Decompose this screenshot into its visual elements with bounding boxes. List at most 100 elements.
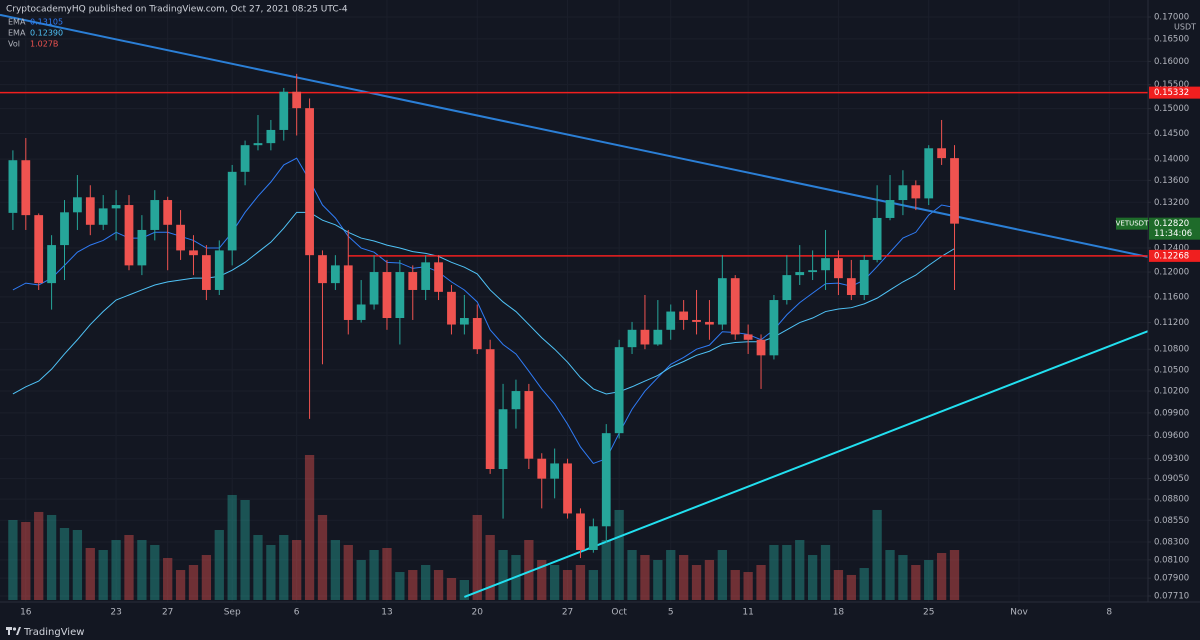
volume-bar [859,568,869,600]
candle-body [292,91,302,109]
candle-body [498,409,508,470]
x-tick-label: 5 [668,608,674,618]
candle-body [279,91,289,130]
symbol-label-box [1116,217,1148,230]
legend-name: Vol [8,40,20,49]
candle-body [898,185,908,201]
candle-body [240,145,250,172]
y-tick-label: 0.07900 [1154,574,1189,584]
volume-bar [756,564,766,600]
x-tick-label: 27 [162,608,173,618]
volume-bar [72,529,83,600]
volume-bar [46,514,57,600]
x-tick-label: Sep [224,608,241,618]
candle-body [782,275,792,301]
volume-bar [59,527,70,600]
volume-bar [446,577,457,600]
volume-bar [640,555,650,600]
x-tick-label: 6 [294,608,300,618]
x-tick-label: Nov [1010,608,1028,618]
volume-bar [279,534,289,600]
volume-bar [266,544,276,600]
candle-body [73,197,82,213]
y-tick-label: 0.09050 [1154,474,1189,484]
y-tick-label: 0.09300 [1154,454,1189,464]
candle-body [408,272,418,290]
volume-bar [240,499,250,600]
volume-bar [575,564,586,600]
level-label-box [1149,249,1200,262]
volume-bar [369,549,379,600]
candle-body [627,329,637,348]
volume-bar [227,494,237,600]
candle-body [214,250,224,290]
footer-logo [6,627,21,635]
candle-body [872,217,882,260]
logo-part [8,627,10,635]
volume-bar [795,540,805,600]
volume-bar [691,564,702,600]
y-tick-label: 0.17000 [1154,13,1189,23]
candle-body [176,224,185,251]
candle-body [601,433,611,527]
volume-bar [846,574,856,600]
volume-bar [421,564,431,600]
volume-bar [949,549,960,600]
legend-name: EMA [8,29,26,38]
y-tick-label: 0.10500 [1154,365,1189,375]
candle-body [330,265,340,284]
y-tick-label: 0.09600 [1154,431,1189,441]
x-tick-label: 23 [110,608,121,618]
candle-body [227,171,237,251]
volume-bar [550,564,560,600]
volume-bar [666,549,676,600]
candle-body [653,329,663,345]
y-tick-label: 0.13200 [1154,198,1189,208]
volume-bar [743,572,753,600]
volume-bar [936,553,947,600]
candle-body [485,349,495,470]
x-tick-label: 8 [1106,608,1112,618]
y-tick-label: 0.14000 [1154,155,1189,165]
level-label: 0.12268 [1154,251,1189,261]
volume-bar [201,555,212,600]
volume-bar [537,559,547,600]
volume-bar [924,559,934,600]
y-tick-label: 0.11600 [1154,292,1189,302]
candle-body [846,278,856,295]
candle-body [85,197,95,225]
candle-body [576,513,585,550]
volume-bar [85,547,95,600]
volume-bar [885,549,895,600]
candle-body [253,143,263,146]
price-unit: USDT [1174,23,1196,32]
candle-body [369,272,379,305]
trendline [463,330,1148,598]
candle-body [472,318,482,350]
candle-body [434,262,443,292]
candle-body [937,148,947,159]
y-tick-label: 0.14500 [1154,129,1189,139]
volume-bar [472,514,482,600]
y-tick-label: 0.08300 [1154,538,1189,548]
y-tick-label: 0.15500 [1154,80,1189,90]
volume-bar [214,529,224,600]
volume-bar [137,540,147,600]
volume-bar [498,549,508,600]
candle-body [189,250,198,256]
candle-body [382,272,392,319]
candle-body [795,272,805,276]
candle-body [614,347,624,434]
candle-body [821,258,830,271]
volume-bar [807,555,818,600]
volume-bar [485,534,495,600]
volume-bar [382,547,392,600]
candle-body [537,458,547,479]
candle-body [421,262,431,290]
x-tick-label: 20 [472,608,484,618]
candle-body [834,258,843,279]
candle-body [124,205,134,266]
